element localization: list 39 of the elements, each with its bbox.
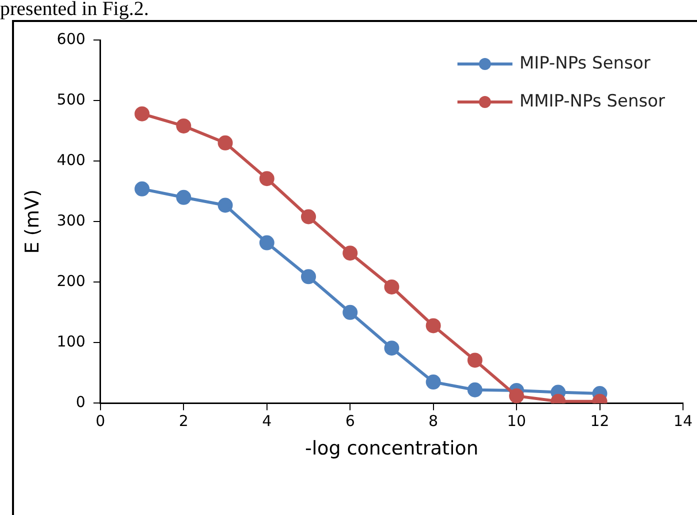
point xyxy=(134,181,150,196)
text: presented in Fig.2. xyxy=(0,0,149,21)
x-tick-label: 8 xyxy=(428,412,438,430)
x-tick-label: 0 xyxy=(96,412,106,430)
y-tick-label: 400 xyxy=(56,150,86,169)
x-tick-label: 14 xyxy=(673,412,693,430)
y-tick-label: 100 xyxy=(56,332,86,351)
point xyxy=(342,246,358,261)
point xyxy=(342,304,358,320)
point xyxy=(259,171,274,186)
y-tick-label: 500 xyxy=(56,90,86,108)
x-tick-label: 12 xyxy=(590,412,610,430)
y-tick-label: 0 xyxy=(76,393,86,412)
point xyxy=(426,374,441,390)
x-tick-label: 2 xyxy=(178,412,188,430)
y-tick-label: 200 xyxy=(56,272,86,290)
point xyxy=(176,190,192,205)
point xyxy=(300,209,316,224)
x-axis-title: -log concentration xyxy=(304,438,478,460)
legend-label: MMIP-NPs Sensor xyxy=(519,91,666,112)
x-tick-label: 10 xyxy=(507,412,526,430)
y-tick-label: 600 xyxy=(56,30,86,48)
point xyxy=(218,198,233,213)
x-tick-label: 4 xyxy=(262,412,272,430)
y-tick-label: 300 xyxy=(56,211,86,230)
point xyxy=(176,118,192,134)
legend-label: MIP-NPs Sensor xyxy=(519,53,650,74)
x-tick-label: 6 xyxy=(345,412,355,430)
point xyxy=(426,318,441,334)
point xyxy=(384,340,400,356)
point xyxy=(300,269,316,284)
point xyxy=(467,382,482,398)
point xyxy=(467,352,482,368)
point xyxy=(134,106,150,122)
point xyxy=(218,135,233,150)
point xyxy=(509,388,524,404)
point xyxy=(259,235,274,250)
point xyxy=(384,279,400,294)
y-axis-title: E (mV) xyxy=(21,189,44,254)
